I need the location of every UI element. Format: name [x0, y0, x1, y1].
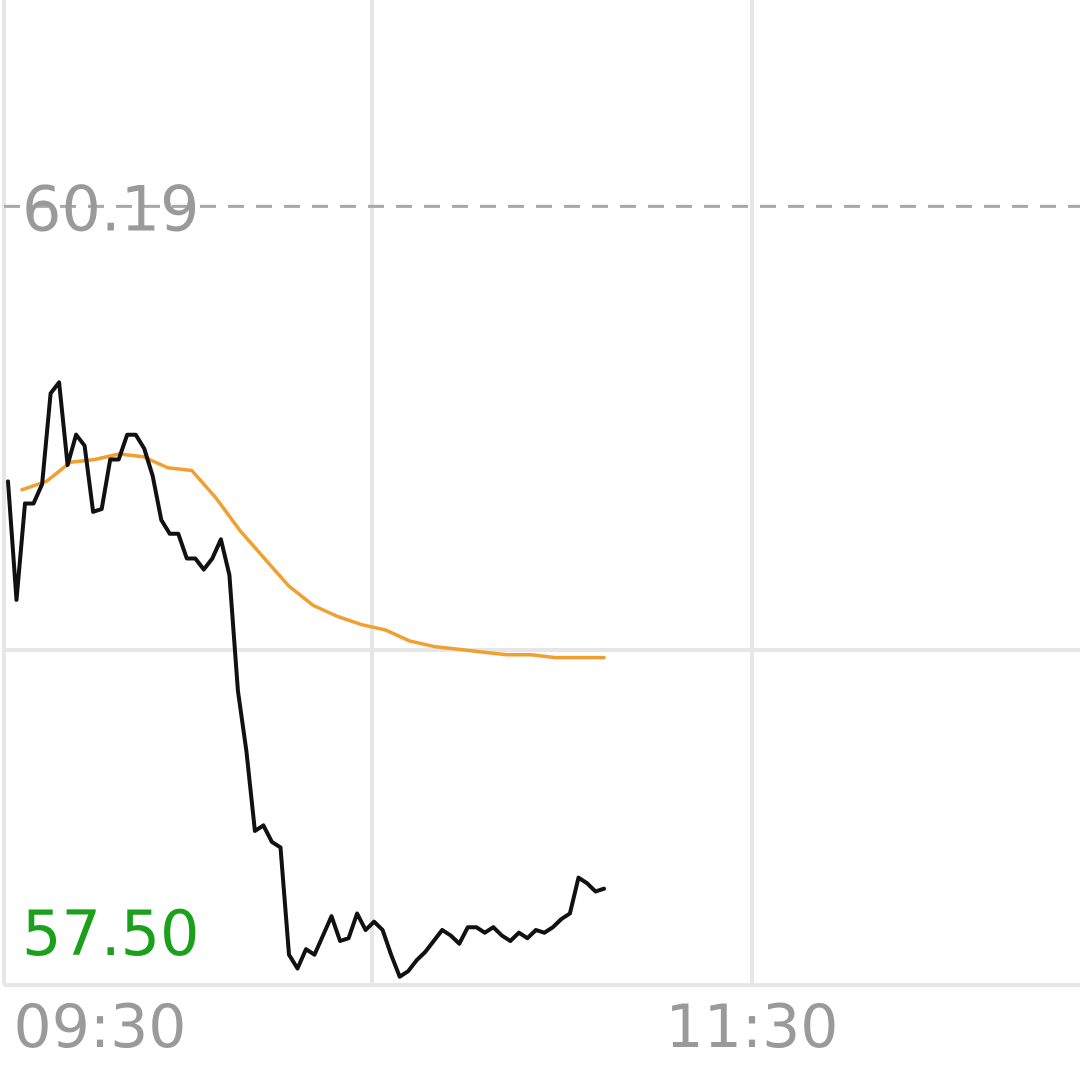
average-line	[20, 452, 606, 660]
low-value-label: 57.50	[22, 897, 200, 970]
x-tick-label: 09:30	[14, 992, 187, 1062]
price-line	[6, 380, 606, 979]
chart-grid	[2, 0, 1080, 987]
x-tick-label: 11:30	[666, 992, 839, 1062]
reference-value-label: 60.19	[22, 172, 200, 245]
chart-labels: 60.19 57.50 09:30 11:30	[14, 172, 839, 1062]
chart-series	[6, 380, 606, 979]
